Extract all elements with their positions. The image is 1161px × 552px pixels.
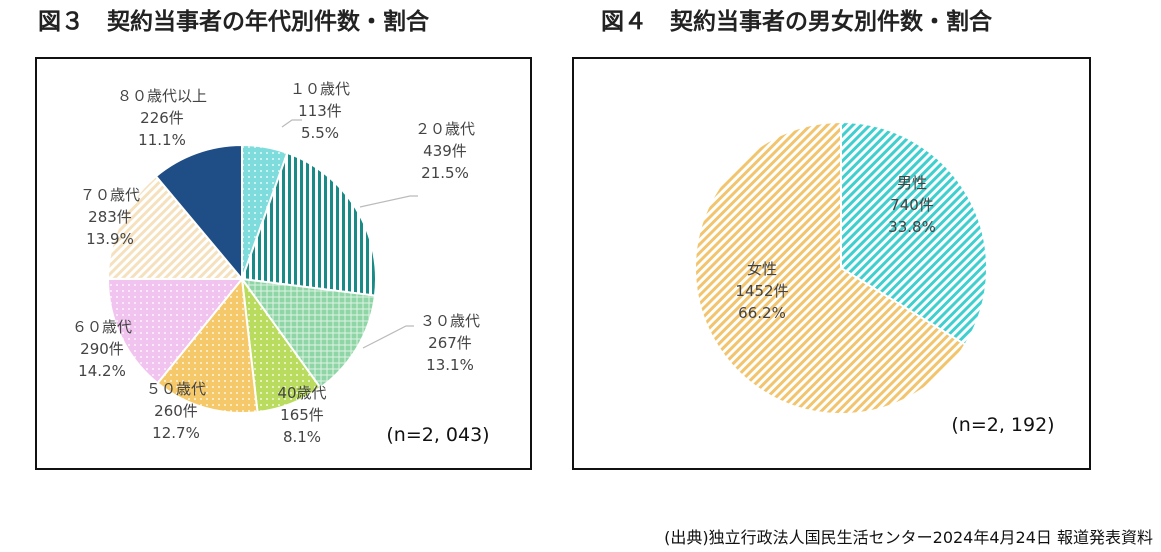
- gender-label-0-percent: 33.8%: [888, 218, 936, 236]
- age-label-5-percent: 14.2%: [78, 362, 126, 380]
- gender-label-0-count: 740件: [890, 196, 934, 214]
- age-leader-2: [362, 325, 414, 349]
- age-slice-6: [106, 174, 245, 281]
- age-label-5-name: ６０歳代: [72, 318, 132, 336]
- gender-slice-0: [840, 120, 989, 347]
- gender-pie-chart: 男性 740件 33.8% 女性 1452件 66.2% (n=2, 192): [694, 120, 1055, 436]
- age-slice-4: [156, 276, 259, 414]
- figure-3-title: 図３ 契約当事者の年代別件数・割合: [38, 9, 429, 35]
- age-slice-7: [154, 143, 243, 282]
- age-leader-0: [281, 119, 302, 128]
- age-label-0-count: 113件: [298, 102, 342, 120]
- age-label-6-name: ７０歳代: [80, 186, 140, 204]
- age-n-label: (n=2, 043): [386, 424, 489, 446]
- age-label-3-percent: 8.1%: [283, 428, 321, 446]
- age-label-2-count: 267件: [428, 334, 472, 352]
- age-label-7-percent: 11.1%: [138, 131, 186, 149]
- age-label-4-percent: 12.7%: [152, 424, 200, 442]
- gender-n-label: (n=2, 192): [951, 414, 1054, 436]
- gender-slice-1: [694, 120, 967, 415]
- age-label-2-percent: 13.1%: [426, 356, 474, 374]
- gender-label-1-count: 1452件: [735, 282, 788, 300]
- age-label-6-count: 283件: [88, 208, 132, 226]
- age-label-1-name: ２０歳代: [415, 120, 475, 138]
- age-label-2-name: ３０歳代: [420, 312, 480, 330]
- age-label-3-count: 165件: [280, 406, 324, 424]
- source-note: (出典)独立行政法人国民生活センター2024年4月24日 報道発表資料: [664, 528, 1153, 547]
- age-slice-5: [106, 277, 245, 385]
- gender-label-1-name: 女性: [747, 260, 777, 278]
- age-label-4-count: 260件: [154, 402, 198, 420]
- age-pie-chart: １０歳代 113件 5.5% ２０歳代 439件 21.5% ３０歳代 267件 13.1% 40…: [72, 80, 490, 446]
- age-slice-1: [240, 151, 377, 297]
- age-label-3-name: 40歳代: [277, 384, 326, 402]
- gender-label-1-percent: 66.2%: [738, 304, 786, 322]
- figure-4-title: 図４ 契約当事者の男女別件数・割合: [601, 9, 992, 35]
- gender-label-0-name: 男性: [897, 174, 927, 192]
- age-label-0-percent: 5.5%: [301, 124, 339, 142]
- age-label-4-name: ５０歳代: [146, 380, 206, 398]
- age-slice-2: [239, 277, 377, 390]
- age-label-6-percent: 13.9%: [86, 230, 134, 248]
- age-label-7-count: 226件: [140, 109, 184, 127]
- age-label-1-percent: 21.5%: [421, 164, 469, 182]
- age-leader-1: [359, 195, 418, 208]
- age-label-0-name: １０歳代: [290, 80, 350, 98]
- age-label-5-count: 290件: [80, 340, 124, 358]
- age-label-7-name: ８０歳代以上: [117, 87, 207, 105]
- age-label-1-count: 439件: [423, 142, 467, 160]
